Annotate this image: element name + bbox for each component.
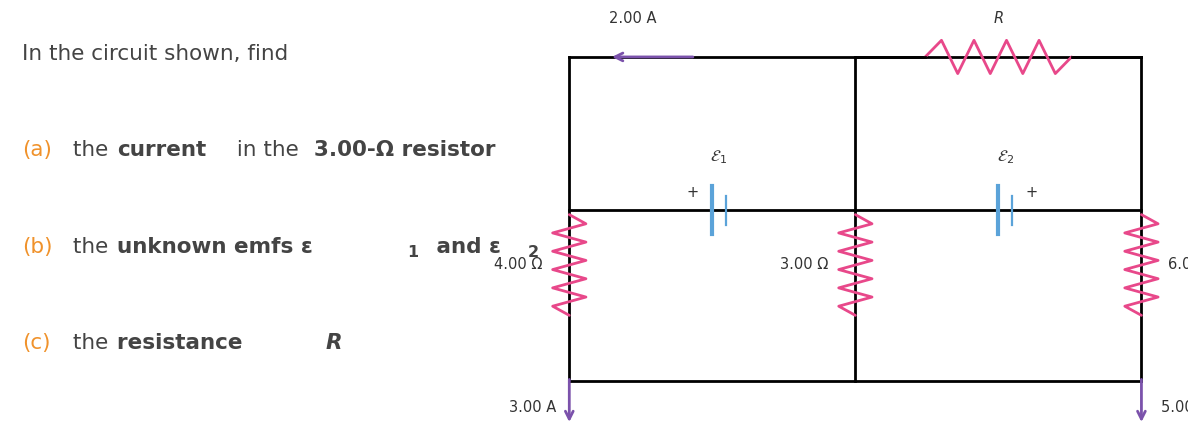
Text: In the circuit shown, find: In the circuit shown, find — [21, 44, 289, 64]
Text: unknown emfs ε: unknown emfs ε — [118, 237, 314, 257]
Text: R: R — [326, 333, 342, 353]
Text: 5.00 A: 5.00 A — [1162, 400, 1188, 415]
Text: 3.00 Ω: 3.00 Ω — [781, 258, 829, 272]
Text: in the: in the — [229, 140, 305, 160]
Text: and ε: and ε — [429, 237, 501, 257]
Text: (c): (c) — [21, 333, 50, 353]
Text: 3.00 A: 3.00 A — [508, 400, 556, 415]
Text: 4.00 Ω: 4.00 Ω — [494, 258, 543, 272]
Text: $\mathcal{E}_2$: $\mathcal{E}_2$ — [997, 149, 1013, 166]
Text: the: the — [65, 333, 115, 353]
Text: the: the — [65, 140, 115, 160]
Text: 6.00 Ω: 6.00 Ω — [1168, 258, 1188, 272]
Text: +: + — [687, 185, 699, 200]
Text: (a): (a) — [21, 140, 52, 160]
Text: $\mathcal{E}_1$: $\mathcal{E}_1$ — [710, 149, 727, 166]
Text: 3.00-Ω resistor: 3.00-Ω resistor — [314, 140, 495, 160]
Text: 2: 2 — [527, 245, 538, 260]
Text: +: + — [1025, 185, 1038, 200]
Text: R: R — [993, 11, 1004, 26]
Text: (b): (b) — [21, 237, 52, 257]
Text: the: the — [65, 237, 115, 257]
Text: 2.00 A: 2.00 A — [608, 11, 656, 26]
Text: 1: 1 — [407, 245, 418, 260]
Text: resistance: resistance — [118, 333, 251, 353]
Text: current: current — [118, 140, 207, 160]
